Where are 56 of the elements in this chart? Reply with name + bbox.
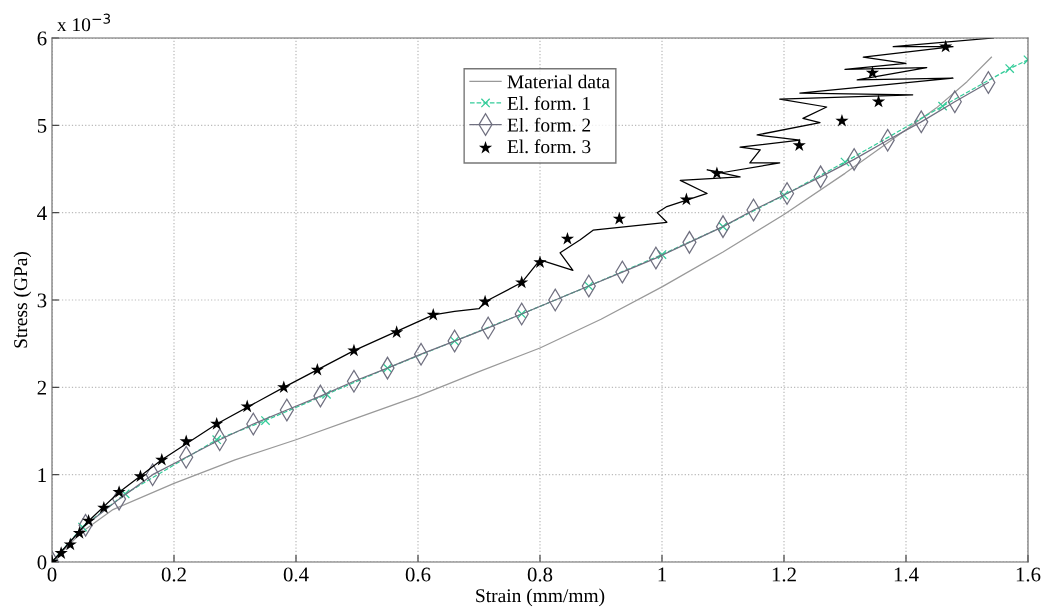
point <box>865 65 880 79</box>
point <box>277 380 291 393</box>
y-tick-label: 6 <box>37 31 47 46</box>
point <box>133 469 148 483</box>
point <box>179 434 193 448</box>
x-tick-label: 0.4 <box>283 567 309 582</box>
x-tick-label: 1 <box>658 567 666 582</box>
point <box>97 500 111 514</box>
legend-label: El. form. 3 <box>507 139 591 154</box>
point <box>679 192 693 206</box>
point <box>240 399 254 413</box>
x-tick-label: 1.2 <box>772 567 796 582</box>
point <box>937 101 948 111</box>
y-tick-label: 4 <box>37 206 47 220</box>
y-tick-label: 3 <box>37 293 47 308</box>
point <box>710 166 724 179</box>
legend-label: Material data <box>507 74 610 89</box>
point <box>871 94 886 108</box>
text: x 10$^{−3}$ <box>57 13 111 32</box>
point <box>939 39 953 53</box>
point <box>310 362 324 376</box>
point <box>657 249 667 260</box>
legend-label: El. form. 2 <box>507 117 591 132</box>
point <box>347 343 361 357</box>
x-axis-title: Strain (mm/mm) <box>476 588 605 607</box>
point <box>835 114 849 127</box>
point <box>210 417 224 430</box>
y-axis-title: Stress (GPa) <box>13 251 32 348</box>
point <box>112 485 126 498</box>
point <box>1004 63 1015 74</box>
x-tick-label: 0 <box>47 567 57 582</box>
y-tick-label: 0 <box>37 555 47 570</box>
x-tick-label: 1.6 <box>1016 567 1041 582</box>
point <box>426 307 440 321</box>
point <box>560 231 575 245</box>
point <box>63 537 77 551</box>
point <box>533 255 547 269</box>
point <box>792 138 806 152</box>
point <box>390 325 404 338</box>
x-tick-label: 0.8 <box>527 567 553 582</box>
x-tick-label: 1.4 <box>894 567 919 582</box>
point <box>515 275 529 289</box>
y-tick-label: 5 <box>37 118 47 133</box>
y-tick-label: 1 <box>38 468 46 482</box>
legend-label: El. form. 1 <box>507 96 590 111</box>
x-tick-label: 0.2 <box>161 567 186 582</box>
point <box>155 452 169 466</box>
point <box>840 157 850 167</box>
y-tick-label: 2 <box>37 380 46 395</box>
point <box>478 294 492 308</box>
point <box>612 211 626 225</box>
point <box>72 526 87 539</box>
point <box>260 415 271 426</box>
point <box>54 546 68 559</box>
point <box>321 389 332 400</box>
x-tick-label: 0.6 <box>405 567 431 582</box>
